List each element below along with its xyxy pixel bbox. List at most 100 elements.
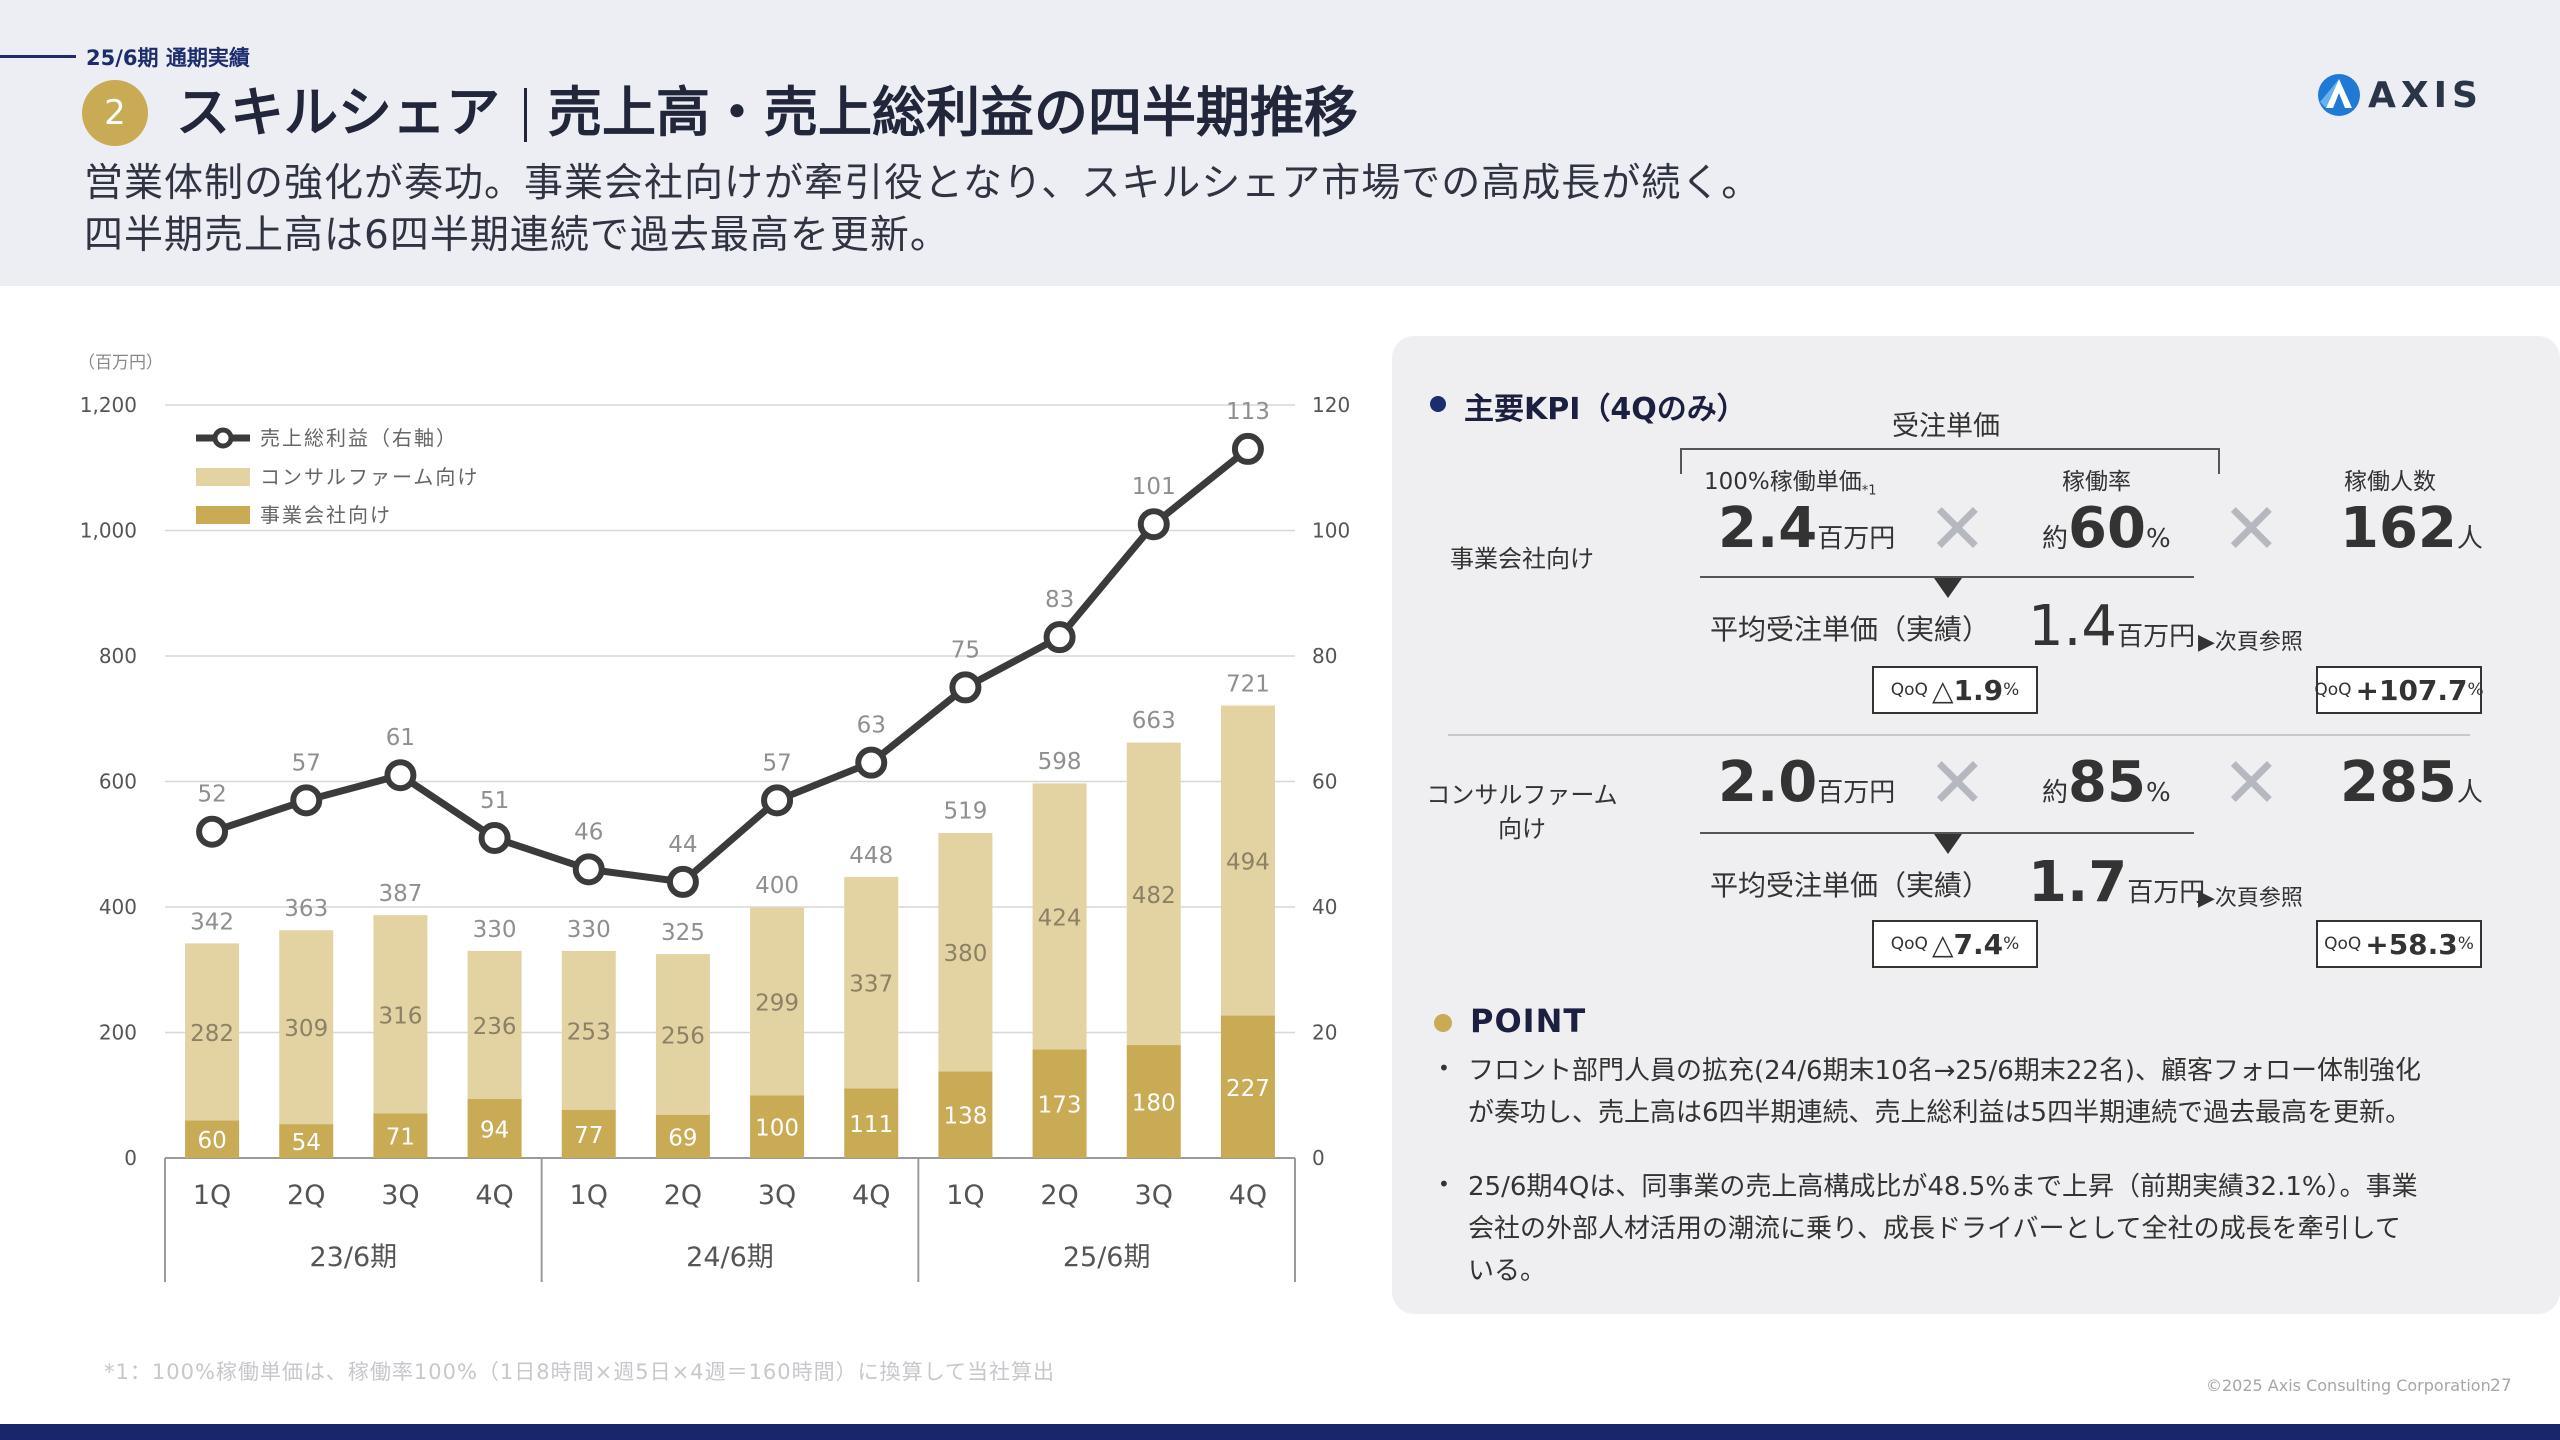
kpi-bullet-icon <box>1430 396 1446 412</box>
row1-util-value: 60 <box>2068 496 2146 561</box>
bar-consulting-label: 282 <box>190 1021 234 1047</box>
qoq-pct: % <box>2003 680 2020 700</box>
legend-business-swatch <box>196 506 250 524</box>
row1-unit-price-unit: 百万円 <box>1817 524 1896 554</box>
x-tick-label: 4Q <box>1229 1180 1267 1211</box>
row2-qoq-price-value: △7.4 <box>1931 927 2004 961</box>
row1-util: 約60% <box>2042 496 2171 561</box>
axis-logo-icon <box>2318 74 2360 116</box>
gross-profit-point <box>572 853 605 886</box>
row2-unit-price-unit: 百万円 <box>1817 778 1896 808</box>
left-tick-label: 400 <box>99 895 137 919</box>
right-tick-label: 60 <box>1312 770 1337 794</box>
gross-profit-point <box>1043 621 1076 654</box>
gross-profit-point <box>855 746 888 779</box>
bar-business <box>750 1095 805 1158</box>
bar-business-label: 138 <box>943 1104 987 1130</box>
bar-consulting-label: 309 <box>284 1016 328 1042</box>
bar-total-label: 387 <box>378 881 422 907</box>
bar-consulting-label: 337 <box>849 972 893 998</box>
qoq-pct: % <box>2003 934 2020 954</box>
row1-qoq-price-value: △1.9 <box>1931 673 2004 707</box>
multiply-icon: ✕ <box>2222 742 2281 824</box>
right-tick-label: 80 <box>1312 644 1337 668</box>
right-tick-label: 40 <box>1312 895 1337 919</box>
bar-total-label: 330 <box>567 917 611 943</box>
bar-consulting <box>561 950 616 1110</box>
bar-business-label: 180 <box>1132 1091 1176 1117</box>
row2-qoq-price-badge: QoQ △7.4% <box>1872 920 2038 968</box>
gross-profit-point <box>196 815 229 848</box>
bullet-dot-icon: • <box>1438 1172 1450 1196</box>
gross-profit-point <box>478 821 511 854</box>
gross-profit-point <box>666 865 699 898</box>
row1-util-approx: 約 <box>2042 524 2069 554</box>
left-tick-label: 600 <box>99 770 137 794</box>
bar-consulting-label: 316 <box>378 1003 422 1029</box>
row2-underline <box>1700 832 2194 834</box>
x-tick-label: 4Q <box>475 1180 513 1211</box>
row1-unit-price-value: 2.4 <box>1718 496 1818 561</box>
qoq-label: QoQ <box>2324 934 2362 954</box>
bar-business-label: 71 <box>386 1125 415 1151</box>
row2-util-approx: 約 <box>2042 778 2069 808</box>
gross-profit-label: 61 <box>386 725 415 751</box>
gross-profit-point <box>761 784 794 817</box>
legend-consulting-swatch <box>196 468 250 486</box>
gross-profit-point <box>949 671 982 704</box>
right-tick-label: 100 <box>1312 519 1350 543</box>
gross-profit-label: 57 <box>762 750 791 776</box>
bar-business <box>938 1071 993 1158</box>
bar-business <box>279 1124 334 1158</box>
point-bullet-2: 25/6期4Qは、同事業の売上高構成比が48.5%まで上昇（前期実績32.1%）… <box>1468 1172 2418 1286</box>
copyright: ©2025 Axis Consulting Corporation <box>2206 1376 2491 1395</box>
x-tick-label: 1Q <box>193 1180 231 1211</box>
bar-consulting-label: 299 <box>755 990 799 1016</box>
row2-avg-unit: 百万円 <box>2127 878 2206 908</box>
legend-line-marker <box>212 427 234 449</box>
gross-profit-label: 51 <box>480 788 509 814</box>
bar-total-label: 363 <box>284 896 328 922</box>
row1-avg-unit: 百万円 <box>2117 622 2196 652</box>
bar-total-label: 342 <box>190 909 234 935</box>
gross-profit-label: 44 <box>668 832 697 858</box>
bar-business <box>1032 1049 1087 1158</box>
col-unit-price-header: 100%稼働単価*1 <box>1704 462 1877 499</box>
gross-profit-label: 83 <box>1045 587 1074 613</box>
bar-business-label: 54 <box>292 1130 321 1156</box>
gross-profit-label: 52 <box>197 782 226 808</box>
bar-consulting-label: 482 <box>1132 883 1176 909</box>
bar-business-label: 94 <box>480 1118 509 1144</box>
row1-qoq-headcount-badge: QoQ +107.7% <box>2314 666 2484 714</box>
row2-avg-price: 1.7百万円 <box>2028 850 2205 915</box>
row1-avg-label: 平均受注単価（実績） <box>1710 613 1991 646</box>
gross-profit-line <box>210 446 1251 886</box>
bar-business <box>467 1099 522 1158</box>
group-label: 23/6期 <box>310 1242 398 1273</box>
row1-underline <box>1700 576 2194 578</box>
bar-business-label: 100 <box>755 1116 799 1142</box>
bar-business <box>373 1113 428 1158</box>
row2-avg-value: 1.7 <box>2028 850 2128 915</box>
bar-total-label: 663 <box>1132 708 1176 734</box>
gross-profit-label: 113 <box>1226 399 1270 425</box>
lead-line-1: 営業体制の強化が奏功。事業会社向けが牽引役となり、スキルシェア市場での高成長が続… <box>84 161 1762 206</box>
gross-profit-label: 75 <box>951 637 980 663</box>
bar-consulting <box>467 950 522 1100</box>
qoq-label: QoQ <box>1890 934 1928 954</box>
logo-text: AXIS <box>2368 74 2483 116</box>
row2-next-page-ref: ▶次頁参照 <box>2198 886 2303 911</box>
right-tick-label: 120 <box>1312 393 1350 417</box>
footnote: *1：100%稼働単価は、稼働率100%（1日8時間×週5日×4週＝160時間）… <box>104 1360 1056 1384</box>
row2-util: 約85% <box>2042 750 2171 815</box>
row1-avg-value: 1.4 <box>2028 594 2118 659</box>
row2-util-value: 85 <box>2068 750 2146 815</box>
x-tick-label: 1Q <box>570 1180 608 1211</box>
bar-business <box>844 1088 899 1158</box>
col-unit-price-note: *1 <box>1861 483 1877 499</box>
bar-total-label: 330 <box>473 917 517 943</box>
right-tick-label: 20 <box>1312 1021 1337 1045</box>
x-tick-label: 3Q <box>1135 1180 1173 1211</box>
row1-next-page-ref: ▶次頁参照 <box>2198 630 2303 655</box>
qoq-pct: % <box>2457 934 2474 954</box>
